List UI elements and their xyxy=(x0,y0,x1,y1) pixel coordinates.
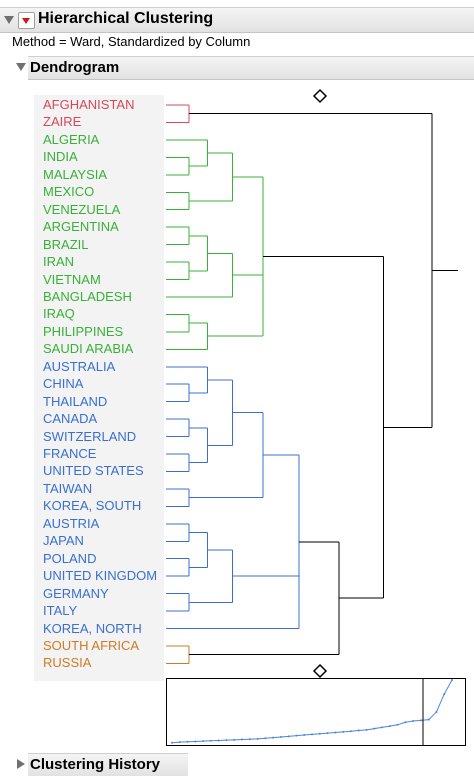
clustering-history-header[interactable]: Clustering History xyxy=(28,753,188,776)
distance-point xyxy=(318,732,321,735)
distance-point xyxy=(248,738,251,741)
country-label[interactable]: PHILIPPINES xyxy=(43,323,124,339)
country-label[interactable]: AFGHANISTAN xyxy=(43,97,135,112)
distance-point xyxy=(279,735,282,738)
distance-point xyxy=(342,730,345,733)
dendrogram-title: Dendrogram xyxy=(30,59,120,76)
distance-point xyxy=(404,721,407,724)
country-label[interactable]: VIETNAM xyxy=(43,271,101,287)
cluster-slider-handle[interactable] xyxy=(312,663,328,679)
cluster-slider-handle[interactable] xyxy=(312,88,328,104)
distance-point xyxy=(388,725,391,728)
country-label[interactable]: UNITED STATES xyxy=(43,463,144,479)
distance-point xyxy=(412,719,415,722)
country-labels-panel: AFGHANISTAN ZAIRE ALGERIA INDIA MALAYSIA MEXI… xyxy=(34,95,164,681)
method-text: Method = Ward, Standardized by Column xyxy=(12,34,251,49)
distance-point xyxy=(326,732,329,735)
distance-point xyxy=(365,728,368,731)
distance-point xyxy=(264,737,267,740)
country-label[interactable]: FRANCE xyxy=(43,446,97,461)
country-label[interactable]: ARGENTINA xyxy=(43,219,119,235)
distance-point xyxy=(217,739,220,742)
distance-point xyxy=(295,734,298,737)
country-label[interactable]: KOREA, SOUTH xyxy=(43,498,142,514)
country-label[interactable]: JAPAN xyxy=(43,533,84,549)
country-label[interactable]: AUSTRALIA xyxy=(43,358,116,374)
country-label[interactable]: MALAYSIA xyxy=(43,166,108,182)
distance-point xyxy=(171,741,173,744)
country-label[interactable]: SAUDI ARABIA xyxy=(43,341,134,357)
country-label[interactable]: MEXICO xyxy=(43,184,95,200)
country-label[interactable]: RUSSIA xyxy=(43,655,92,671)
history-disclosure-icon[interactable] xyxy=(17,759,25,769)
country-label[interactable]: AUSTRIA xyxy=(43,515,100,531)
distance-point xyxy=(419,719,422,722)
distance-point xyxy=(334,731,337,734)
distance-point xyxy=(381,726,383,729)
country-label[interactable]: INDIA xyxy=(43,149,78,165)
country-label[interactable]: ZAIRE xyxy=(43,114,82,130)
country-label[interactable]: IRAQ xyxy=(43,306,75,322)
distance-point xyxy=(287,735,290,738)
distance-point xyxy=(303,734,306,737)
distance-point xyxy=(373,727,376,730)
dendrogram-disclosure-icon[interactable] xyxy=(16,63,26,71)
country-label[interactable]: BRAZIL xyxy=(43,236,89,252)
report-title: Hierarchical Clustering xyxy=(38,10,214,27)
country-label[interactable]: KOREA, NORTH xyxy=(43,620,142,636)
distance-point xyxy=(194,740,197,743)
country-label[interactable]: VENEZUELA xyxy=(43,201,121,217)
distance-point xyxy=(311,733,313,736)
distance-point xyxy=(202,740,205,743)
clustering-history-title: Clustering History xyxy=(30,756,161,773)
distance-point xyxy=(241,738,243,741)
distance-point xyxy=(256,737,259,740)
country-label[interactable]: IRAN xyxy=(43,254,75,270)
country-label[interactable]: CANADA xyxy=(43,411,98,427)
country-label[interactable]: SOUTH AFRICA xyxy=(43,637,140,653)
country-label[interactable]: CHINA xyxy=(43,376,84,392)
distance-point xyxy=(178,741,181,744)
distance-point xyxy=(451,679,453,681)
distance-point xyxy=(349,730,352,733)
distance-point xyxy=(357,729,360,732)
country-label[interactable]: BANGLADESH xyxy=(43,288,132,304)
distance-point xyxy=(272,736,275,739)
distance-point xyxy=(427,718,430,721)
distance-graph xyxy=(166,678,466,746)
distance-point xyxy=(443,693,446,696)
collapse-triangle-icon[interactable] xyxy=(4,16,14,24)
distance-point xyxy=(225,739,228,742)
red-triangle-menu-icon[interactable] xyxy=(18,12,35,29)
country-label[interactable]: THAILAND xyxy=(43,393,108,409)
country-label[interactable]: ITALY xyxy=(43,603,78,619)
dendrogram-header[interactable]: Dendrogram xyxy=(28,56,474,80)
report-header[interactable]: Hierarchical Clustering xyxy=(0,7,474,33)
country-label[interactable]: ALGERIA xyxy=(43,131,100,147)
distance-graph-frame xyxy=(166,678,466,746)
distance-point xyxy=(396,723,399,726)
distance-point xyxy=(233,738,236,741)
distance-point xyxy=(186,740,189,743)
country-label[interactable]: SWITZERLAND xyxy=(43,428,137,444)
country-label[interactable]: TAIWAN xyxy=(43,480,93,496)
distance-point xyxy=(209,739,212,742)
country-label[interactable]: POLAND xyxy=(43,550,97,566)
country-label[interactable]: UNITED KINGDOM xyxy=(43,568,158,584)
distance-point xyxy=(435,711,438,713)
country-label[interactable]: GERMANY xyxy=(43,585,109,601)
